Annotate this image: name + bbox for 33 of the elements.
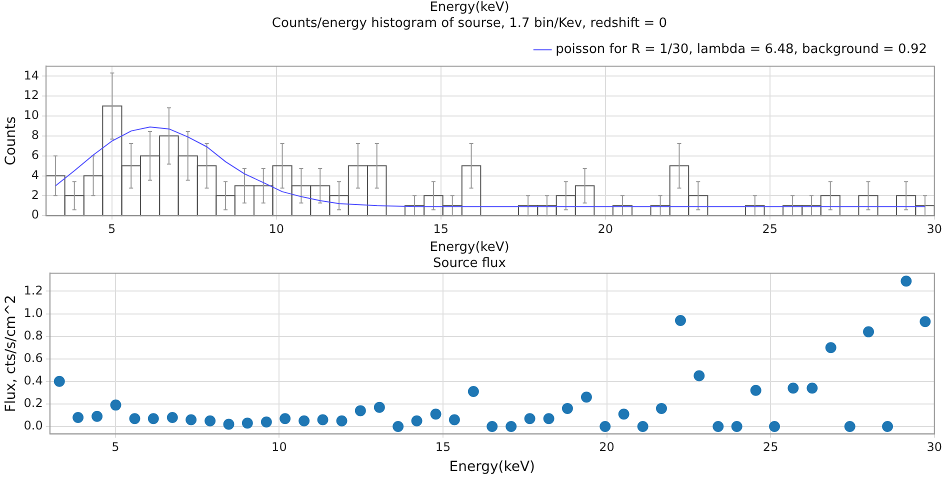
x-tick-label: 10: [272, 440, 287, 454]
x-axis-title: Energy(keV): [449, 459, 535, 476]
y-tick-label: 0.0: [24, 418, 43, 433]
x-tick-label: 30: [926, 222, 942, 236]
legend-label: poisson for R = 1/30, lambda = 6.48, background = 0.92: [556, 42, 928, 58]
y-tick-label: 12: [24, 88, 40, 102]
y-tick-label: 4: [31, 168, 40, 182]
chart-title: Energy(keV) Counts/energy histogram of sourse, 1.7 bin/Kev, redshift = 0: [272, 0, 668, 31]
y-tick-label: 1.0: [24, 306, 43, 320]
y-tick-label: 0.8: [24, 328, 43, 342]
y-tick-label: 0.6: [24, 350, 43, 365]
x-tick-label: 25: [762, 222, 778, 236]
x-tick-label: 15: [435, 440, 451, 454]
chart-title: Energy(keV) Source flux: [430, 240, 510, 271]
y-tick-label: 1.2: [24, 283, 43, 298]
x-tick-label: 10: [268, 222, 284, 236]
y-tick-label: 0: [31, 208, 40, 222]
x-tick-label: 20: [598, 222, 614, 236]
x-tick-label: 15: [433, 222, 449, 236]
y-tick-label: 0.2: [24, 396, 43, 410]
y-tick-label: 2: [31, 188, 40, 202]
x-tick-label: 5: [108, 222, 116, 236]
y-tick-label: 14: [24, 68, 40, 82]
x-tick-label: 20: [599, 440, 614, 454]
x-tick-label: 5: [112, 440, 120, 454]
x-tick-label: 30: [926, 440, 942, 454]
y-tick-label: 0.4: [24, 374, 43, 388]
y-tick-label: 6: [31, 148, 40, 162]
y-axis-title: Flux, cts/s/cm^2: [3, 294, 20, 412]
y-axis-title: Counts: [3, 116, 20, 166]
y-tick-label: 8: [31, 128, 40, 142]
x-tick-label: 25: [762, 440, 778, 454]
y-tick-label: 10: [24, 108, 40, 122]
